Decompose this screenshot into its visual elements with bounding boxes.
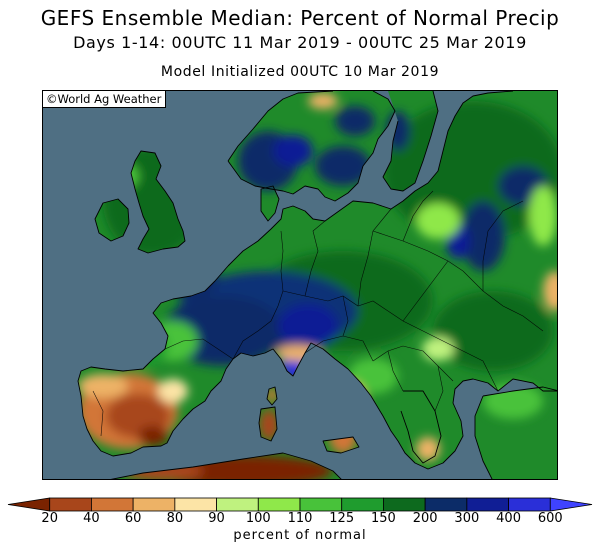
colorbar-tick-label: 40	[83, 511, 100, 526]
colorbar-tick-label: 110	[287, 511, 313, 526]
colorbar-segment	[299, 497, 343, 512]
colorbar-segment	[257, 497, 301, 512]
colorbar-tick-label: 125	[329, 511, 355, 526]
colorbar-segment	[91, 497, 134, 512]
colorbar-segment	[508, 497, 551, 512]
map-canvas	[43, 91, 557, 479]
country-borders	[92, 190, 544, 437]
precip-map	[42, 90, 558, 480]
colorbar-segment	[549, 497, 593, 512]
colorbar-tick-label: 90	[208, 511, 225, 526]
coastlines	[77, 91, 557, 479]
colorbar-segment	[174, 497, 217, 512]
colorbar-tick-label: 400	[496, 511, 521, 526]
colorbar-segment	[341, 497, 384, 512]
colorbar-segment	[383, 497, 426, 512]
colorbar-tick-label: 300	[454, 511, 480, 526]
colorbar-segment	[216, 497, 259, 512]
forecast-period: Days 1-14: 00UTC 11 Mar 2019 - 00UTC 25 …	[73, 33, 527, 52]
colorbar-tick-label: 20	[41, 511, 58, 526]
colorbar-segment	[7, 497, 51, 512]
colorbar-tick-label: 150	[371, 511, 396, 526]
model-init-time: Model Initialized 00UTC 10 Mar 2019	[160, 64, 440, 80]
colorbar-title: percent of normal	[233, 528, 367, 543]
colorbar-segment	[132, 497, 176, 512]
colorbar-tick-label: 100	[245, 511, 271, 526]
map-credit: ©World Ag Weather	[43, 91, 167, 108]
colorbar-tick-label: 600	[537, 511, 563, 526]
colorbar	[7, 497, 593, 512]
colorbar-segment	[49, 497, 92, 512]
colorbar-segment	[424, 497, 468, 512]
colorbar-segment	[466, 497, 509, 512]
map-title: GEFS Ensemble Median: Percent of Normal …	[40, 6, 560, 30]
colorbar-tick-label: 200	[412, 511, 438, 526]
colorbar-tick-label: 60	[124, 511, 142, 526]
colorbar-tick-label: 80	[166, 511, 184, 526]
